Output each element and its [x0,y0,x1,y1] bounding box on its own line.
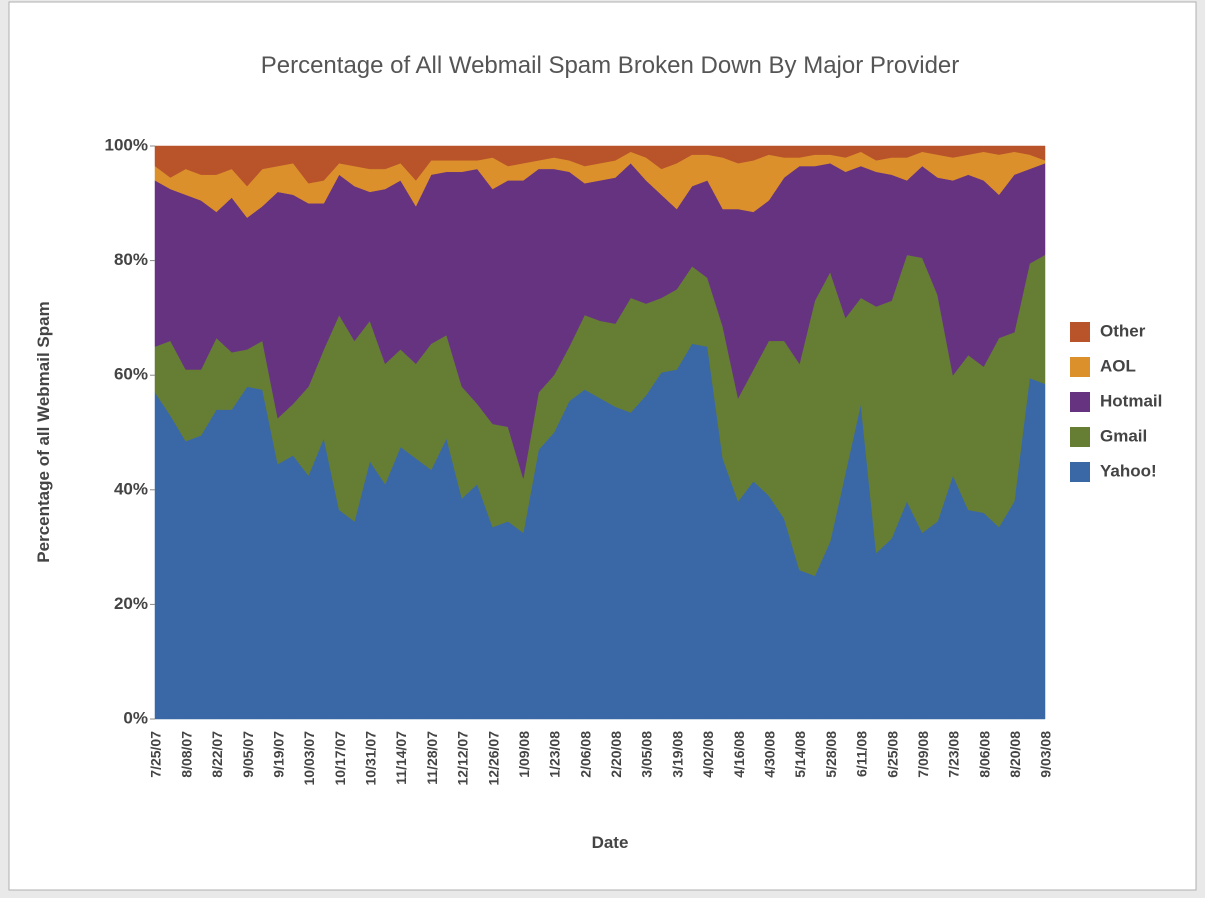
x-tick-label: 9/05/07 [240,731,256,778]
x-tick-label: 4/30/08 [761,731,777,778]
x-tick-label: 11/14/07 [393,731,409,785]
y-tick-label: 80% [114,250,148,269]
legend-label: Yahoo! [1100,461,1157,480]
x-tick-label: 10/17/07 [332,731,348,786]
legend-label: AOL [1100,356,1136,375]
y-axis-label: Percentage of all Webmail Spam [34,301,53,562]
y-tick-label: 40% [114,479,148,498]
x-tick-label: 3/19/08 [669,731,685,778]
x-tick-label: 6/25/08 [884,731,900,778]
legend-swatch [1070,322,1090,342]
legend-label: Hotmail [1100,391,1162,410]
legend-swatch [1070,392,1090,412]
x-tick-label: 4/02/08 [700,731,716,778]
x-tick-label: 1/23/08 [547,731,563,778]
x-tick-label: 10/31/07 [363,731,379,786]
x-tick-label: 10/03/07 [301,731,317,786]
x-tick-label: 5/28/08 [823,731,839,778]
x-tick-label: 4/16/08 [731,731,747,778]
x-tick-label: 2/06/08 [577,731,593,778]
x-tick-label: 1/09/08 [516,731,532,778]
x-tick-label: 8/20/08 [1007,731,1023,778]
area [154,145,1046,187]
legend-swatch [1070,462,1090,482]
y-tick-label: 20% [114,594,148,613]
x-tick-label: 2/20/08 [608,731,624,778]
x-tick-label: 7/25/07 [148,731,164,778]
y-tick-label: 0% [123,708,148,727]
chart-title: Percentage of All Webmail Spam Broken Do… [261,52,960,79]
x-tick-label: 7/09/08 [915,731,931,778]
x-tick-label: 8/06/08 [976,731,992,778]
x-tick-label: 7/23/08 [946,731,962,778]
x-tick-label: 8/08/07 [178,731,194,778]
x-axis-label: Date [592,833,629,852]
y-tick-label: 100% [105,135,148,154]
y-tick-label: 60% [114,365,148,384]
x-tick-label: 9/19/07 [270,731,286,778]
x-tick-label: 9/03/08 [1038,731,1054,778]
legend-label: Other [1100,321,1146,340]
legend-swatch [1070,357,1090,377]
x-tick-label: 3/05/08 [639,731,655,778]
x-tick-label: 8/22/07 [209,731,225,778]
legend-label: Gmail [1100,426,1147,445]
legend-swatch [1070,427,1090,447]
x-tick-label: 5/14/08 [792,731,808,778]
x-tick-label: 12/12/07 [455,731,471,786]
x-tick-label: 12/26/07 [485,731,501,786]
x-tick-label: 11/28/07 [424,731,440,785]
x-tick-label: 6/11/08 [854,731,870,777]
